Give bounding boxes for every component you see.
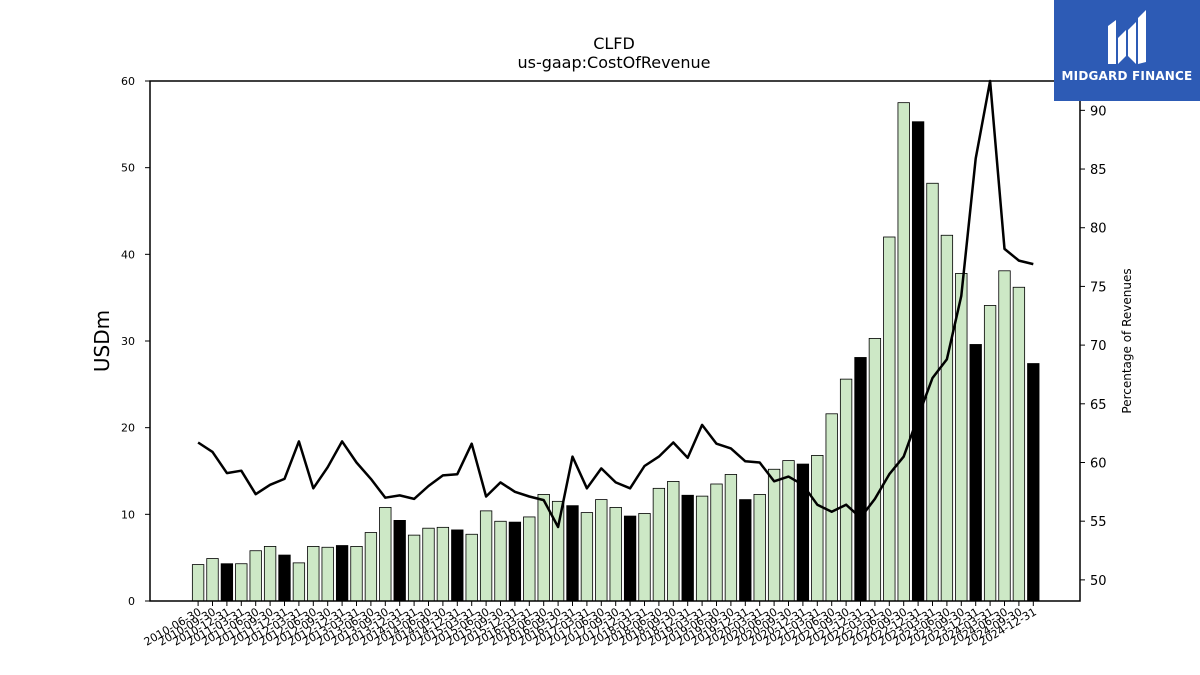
bar-2017-12-31 [623, 515, 637, 602]
bar-2015-12-31 [508, 521, 522, 602]
bar-2011-03-31 [235, 563, 248, 602]
y-tick-label: 50 [121, 162, 135, 175]
mf-monogram-icon [1108, 10, 1146, 64]
y-tick-label: 40 [121, 248, 135, 261]
bar-2022-06-30 [883, 236, 896, 602]
bar-2019-03-31 [695, 495, 709, 602]
percentage-line [197, 79, 1034, 529]
y2-tick-label: 70 [1090, 339, 1107, 354]
percentage-line-series [197, 79, 1034, 529]
bar-2014-03-31 [407, 534, 421, 602]
y-tick-label: 0 [128, 595, 135, 608]
bar-2011-06-30 [249, 550, 262, 602]
bar-2020-06-30 [767, 468, 781, 602]
bar-2021-09-30 [839, 378, 853, 602]
y-tick-label: 20 [121, 422, 135, 435]
bar-2023-06-30 [940, 234, 954, 602]
bar-series [191, 102, 1040, 602]
bar-2021-03-31 [811, 454, 824, 602]
right-y-axis: 50 55 60 65 70 75 80 85 90 [1080, 104, 1107, 589]
bar-2013-09-30 [379, 506, 392, 602]
bar-2019-06-30 [710, 483, 723, 602]
bar-2012-06-30 [307, 546, 320, 602]
y2-tick-label: 80 [1090, 222, 1107, 237]
x-axis: 2010-06-302010-09-302010-12-312011-03-31… [142, 601, 1039, 649]
y2-tick-label: 65 [1090, 398, 1107, 413]
y2-tick-label: 55 [1090, 515, 1107, 530]
bar-2014-06-30 [422, 527, 435, 602]
brand-name: MIDGARD FINANCE [1061, 69, 1193, 83]
y-tick-label: 60 [121, 75, 135, 88]
bar-2017-09-30 [609, 506, 622, 602]
bar-2011-09-30 [263, 546, 277, 602]
bar-2016-12-31 [566, 505, 579, 602]
y2-tick-label: 50 [1090, 574, 1107, 589]
bar-2013-03-31 [350, 546, 363, 602]
bar-2019-09-30 [724, 474, 738, 602]
chart-subtitle: us-gaap:CostOfRevenue [517, 53, 710, 72]
y2-tick-label: 90 [1090, 104, 1107, 119]
bar-2012-12-31 [335, 545, 349, 602]
y2-tick-label: 85 [1090, 163, 1107, 178]
bar-2023-12-31 [969, 344, 982, 602]
bar-2024-03-31 [983, 305, 997, 602]
bar-2017-03-31 [580, 512, 594, 602]
bar-2019-12-31 [739, 499, 752, 602]
bar-2010-09-30 [206, 558, 219, 602]
bar-2024-06-30 [998, 270, 1011, 602]
bar-2018-03-31 [638, 513, 651, 602]
bar-2024-09-30 [1012, 286, 1026, 602]
bar-2024-12-31 [1027, 363, 1040, 602]
chart-title: CLFD [593, 34, 635, 53]
bar-2018-06-30 [652, 487, 666, 602]
y2-tick-label: 60 [1090, 456, 1107, 471]
y-axis-label-right: Percentage of Revenues [1120, 268, 1134, 413]
bar-2018-09-30 [667, 480, 680, 602]
y-tick-label: 30 [121, 335, 135, 348]
bar-2022-09-30 [897, 102, 910, 602]
y-axis-label-left: USDm [90, 310, 114, 372]
bar-2013-06-30 [364, 532, 378, 602]
bar-2018-12-31 [681, 494, 694, 602]
bar-2012-03-31 [292, 562, 306, 602]
bar-2016-09-30 [551, 500, 565, 602]
bar-2021-12-31 [854, 357, 867, 602]
bar-2012-09-30 [321, 546, 334, 602]
bar-2014-09-30 [436, 526, 450, 602]
y2-tick-label: 75 [1090, 280, 1107, 295]
y-tick-label: 10 [121, 508, 135, 521]
bar-2010-06-30 [191, 564, 205, 602]
bar-2022-12-31 [911, 121, 925, 602]
bar-2020-03-31 [753, 493, 766, 602]
bar-2020-09-30 [782, 460, 795, 602]
bar-2016-06-30 [537, 493, 550, 602]
bar-2023-09-30 [955, 272, 968, 602]
bar-2010-12-31 [220, 563, 234, 602]
bar-2021-06-30 [825, 413, 838, 602]
bar-2015-06-30 [479, 510, 493, 602]
bar-2014-12-31 [451, 529, 464, 602]
bar-2015-09-30 [494, 520, 507, 602]
bar-2022-03-31 [868, 337, 882, 602]
left-y-axis: 0 10 20 30 40 50 60 [121, 75, 150, 608]
bar-2011-12-31 [278, 554, 291, 602]
brand-logo: MIDGARD FINANCE [1054, 0, 1200, 101]
bar-2013-12-31 [393, 520, 406, 602]
bar-2015-03-31 [465, 533, 478, 602]
bar-2017-06-30 [595, 499, 608, 602]
bar-2016-03-31 [523, 516, 536, 602]
